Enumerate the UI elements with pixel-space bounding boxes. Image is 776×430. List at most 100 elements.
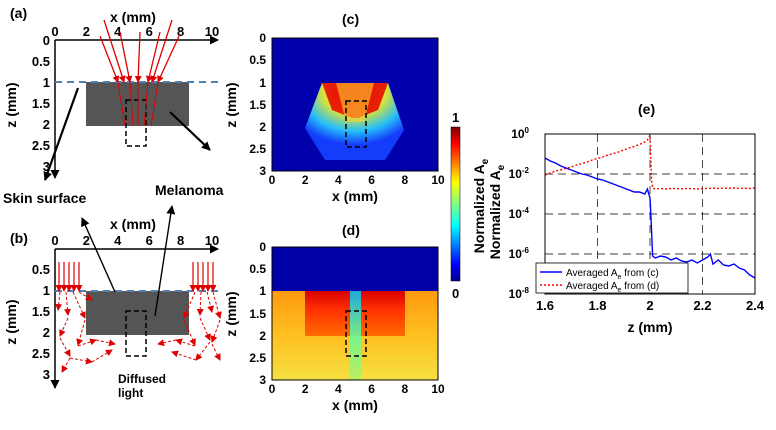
panel-b-melanoma	[86, 291, 189, 335]
series-line-d	[544, 132, 756, 190]
panel-b-diffused-ray	[61, 357, 71, 373]
panel-a-beam	[134, 31, 142, 83]
panel-d-roi-box	[345, 310, 367, 357]
panel-b-diffused-ray	[195, 341, 211, 361]
panel-e-series	[544, 132, 756, 279]
legend-label-d-main: Averaged A	[566, 281, 618, 292]
panel-b-ytick: 2	[43, 325, 50, 340]
panel-b-xtick: 0	[51, 233, 58, 248]
panel-c-ytick: 2	[259, 120, 266, 134]
colorbar: 1 0 Normalized Ae	[450, 110, 491, 301]
panel-b-diffused-ray	[59, 337, 71, 357]
panel-a-skin-pointer	[43, 87, 80, 181]
legend-label-c-main: Averaged A	[566, 268, 618, 279]
panel-d-xtick: 6	[368, 382, 375, 396]
y-tick-label: 100	[511, 126, 529, 141]
panel-d-xtick: 4	[335, 382, 342, 396]
colorbar-label-sub: e	[480, 158, 491, 164]
panel-d-ytick: 2	[259, 329, 266, 343]
panel-b-diffused-light	[55, 291, 222, 373]
panel-c-xtick: 4	[335, 173, 342, 187]
panel-a-ytick: 2	[43, 117, 50, 132]
panel-d-ytick: 1.5	[249, 307, 266, 321]
panel-b-xtick: 6	[146, 233, 153, 248]
panel-e-ylabel-sub: e	[496, 164, 507, 170]
panel-a-refracted-beams	[117, 81, 159, 127]
panel-b-diffused-ray	[55, 291, 63, 311]
panel-b-diffused-ray	[210, 319, 221, 343]
panel-a-ytick: 1	[43, 75, 50, 90]
panel-a-ytick: 2.5	[32, 138, 50, 153]
panel-b-diffused-ray	[212, 291, 222, 319]
panel-b-left-beams	[55, 262, 83, 292]
panel-d: (d) 0 2 4 6 8 10 0 0.5 1 1.5 2 2.5 3 x (…	[223, 222, 445, 413]
panel-b-diffused-ray	[95, 339, 116, 347]
legend-label-d-tail: from (d)	[621, 281, 659, 292]
panel-c-ytick: 3	[259, 164, 266, 178]
panel-e-frame	[544, 133, 756, 295]
panel-d-ytick: 0.5	[249, 262, 266, 276]
panel-b-ylabel: z (mm)	[3, 299, 19, 344]
panel-e-ylabel: Normalized Ae	[487, 164, 507, 259]
panel-b-xtick: 2	[83, 233, 90, 248]
panel-e-legend: Averaged Ae from (c) Averaged Ae from (d…	[535, 262, 689, 294]
panel-a-beam	[99, 35, 120, 83]
y-tick-label: 10-6	[509, 246, 530, 261]
panel-b-skin-pointer	[81, 217, 116, 293]
x-tick-label: 1.6	[536, 298, 554, 313]
panel-b-ytick: 3	[43, 367, 50, 382]
panel-a-refracted-beam	[150, 81, 159, 127]
colorbar-label-main: Normalized A	[471, 164, 487, 253]
colorbar-label: Normalized Ae	[471, 158, 491, 253]
panel-a-melanoma-pointer	[169, 111, 211, 151]
panel-a-ytick: 3	[43, 159, 50, 174]
panel-b-diffused-ray	[199, 317, 211, 341]
panel-d-xtick: 8	[401, 382, 408, 396]
x-tick-label: 2.2	[693, 298, 711, 313]
panel-b-diffused-ray	[91, 349, 113, 363]
panel-b-label: (b)	[10, 230, 28, 246]
panel-d-ytick: 2.5	[249, 351, 266, 365]
panel-d-ylabel: z (mm)	[223, 291, 239, 336]
panel-c-frame	[271, 37, 439, 172]
panel-e-xticks: 1.6 1.8 2 2.2 2.4	[536, 298, 765, 313]
x-tick-label: 2.4	[746, 298, 765, 313]
panel-c-roi-box	[345, 100, 367, 148]
panel-d-background-upper	[272, 247, 438, 291]
panel-c-xtick: 10	[431, 173, 445, 187]
panel-e-legend-box	[535, 262, 689, 294]
legend-label-d-sub: e	[618, 287, 622, 294]
panel-a-beam	[150, 19, 173, 83]
panel-a-ytick: 0.5	[32, 54, 50, 69]
panel-b-roi-box	[125, 310, 147, 357]
panel-e-label: (e)	[638, 101, 655, 117]
panel-a-refracted-beam	[129, 81, 134, 127]
panel-a-ytick: 1.5	[32, 96, 50, 111]
panel-c-ylabel: z (mm)	[223, 82, 239, 127]
colorbar-gradient	[450, 126, 461, 282]
panel-a-beam	[103, 19, 126, 83]
panel-b-ytick: 1.5	[32, 304, 50, 319]
panel-a-beam	[119, 31, 133, 83]
panel-b-xtick: 8	[177, 233, 184, 248]
panel-a-refracted-beam	[143, 81, 149, 127]
panel-d-ytick: 0	[259, 240, 266, 254]
panel-c-xlabel: x (mm)	[332, 188, 378, 204]
panel-c-ytick: 0.5	[249, 53, 266, 67]
panel-e: (e) Normalized Ae 1.6 1.8 2 2.2 2.4 10010-21…	[487, 101, 765, 335]
panel-b-diffused-ray	[157, 339, 177, 347]
panel-a-roi-box	[125, 99, 147, 147]
panel-a-xtick: 4	[114, 24, 122, 39]
panel-b-ytick: 1	[43, 283, 50, 298]
panel-a-xtick: 6	[146, 24, 153, 39]
panel-b-diffused-ray	[72, 291, 86, 319]
panel-e-yticks: 100 10-2 10-4 10-6 10-8	[509, 126, 530, 301]
panel-b-diffused-ray	[69, 357, 93, 365]
panel-b-diffused-ray	[63, 291, 71, 316]
panel-d-ytick: 1	[259, 284, 266, 298]
panel-e-ylabel-main: Normalized A	[487, 170, 503, 259]
x-tick-label: 2	[646, 298, 653, 313]
panel-a-xtick: 2	[83, 24, 90, 39]
